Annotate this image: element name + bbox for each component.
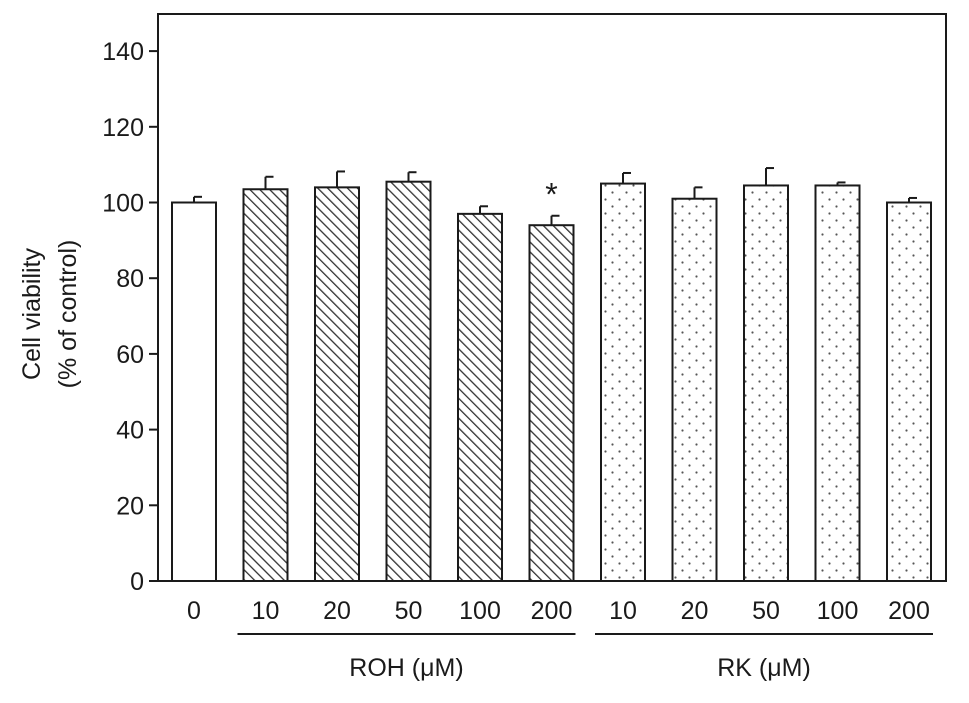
x-tick-label: 100 [459, 597, 501, 625]
y-axis-title-line-1: Cell viability [18, 248, 46, 380]
x-tick-label: 20 [681, 597, 709, 625]
y-tick-label: 60 [116, 341, 144, 369]
x-tick-label: 200 [888, 597, 930, 625]
x-tick-label: 200 [531, 597, 573, 625]
y-tick-label: 140 [102, 38, 144, 66]
bar [528, 224, 575, 583]
y-axis-ticks: 0 20 40 60 80 100 120 140 [102, 38, 158, 596]
bar [814, 184, 861, 582]
bar [671, 197, 718, 582]
bar [743, 184, 789, 582]
y-tick-label: 40 [116, 417, 144, 445]
x-tick-label: 100 [817, 597, 859, 625]
y-tick-label: 80 [116, 265, 144, 293]
y-tick-label: 120 [102, 114, 144, 142]
x-tick-label: 50 [752, 597, 780, 625]
group-label: RK (μM) [717, 654, 811, 682]
x-tick-label: 0 [187, 597, 201, 625]
y-axis-title-line-2: (% of control) [54, 240, 82, 389]
x-tick-label: 10 [252, 597, 280, 625]
bar [385, 180, 432, 582]
bar [600, 182, 646, 582]
bar [314, 186, 360, 583]
y-tick-label: 20 [116, 492, 144, 520]
x-tick-labels: 0 10 20 50 100 200 10 20 50 100 200 [187, 597, 930, 625]
x-tick-label: 50 [395, 597, 423, 625]
bar [242, 188, 289, 582]
group-label: ROH (μM) [349, 654, 463, 682]
x-tick-label: 20 [323, 597, 351, 625]
bars-layer: * [171, 167, 932, 583]
x-tick-label: 10 [609, 597, 637, 625]
y-tick-label: 0 [130, 568, 144, 596]
bar [171, 201, 217, 582]
y-tick-label: 100 [102, 190, 144, 218]
group-brackets: ROH (μM) RK (μM) [237, 633, 933, 682]
bar [886, 201, 932, 582]
significance-marker: * [545, 177, 557, 213]
bar [457, 212, 503, 582]
